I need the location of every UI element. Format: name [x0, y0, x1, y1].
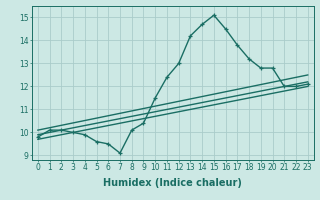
- X-axis label: Humidex (Indice chaleur): Humidex (Indice chaleur): [103, 178, 242, 188]
